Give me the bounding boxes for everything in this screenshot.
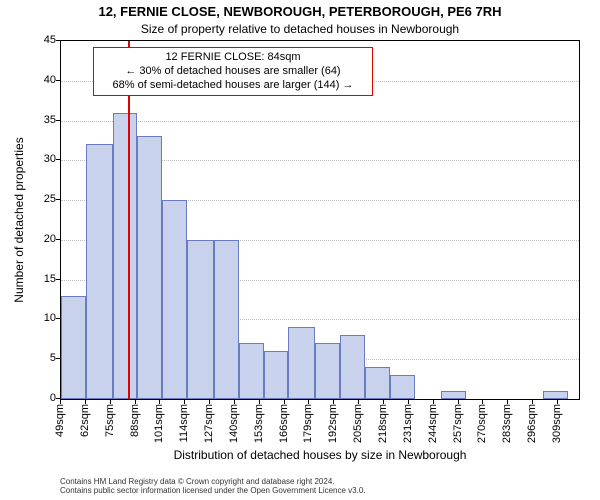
histogram-bar — [214, 240, 239, 399]
histogram-bar — [239, 343, 264, 399]
histogram-bar — [137, 136, 162, 399]
y-tick — [56, 358, 60, 359]
y-axis-label: Number of detached properties — [12, 137, 26, 302]
credits-line-1: Contains HM Land Registry data © Crown c… — [60, 477, 580, 487]
y-tick — [56, 239, 60, 240]
x-tick-label: 231sqm — [402, 404, 414, 443]
x-tick-label: 153sqm — [253, 404, 265, 443]
x-tick-label: 127sqm — [203, 404, 215, 443]
y-tick — [56, 80, 60, 81]
x-tick-label: 244sqm — [427, 404, 439, 443]
chart-title-address: 12, FERNIE CLOSE, NEWBOROUGH, PETERBOROU… — [0, 4, 600, 19]
y-tick — [56, 120, 60, 121]
x-tick-label: 88sqm — [129, 404, 141, 437]
annotation-line-2: ← 30% of detached houses are smaller (64… — [100, 65, 366, 79]
x-tick-label: 270sqm — [476, 404, 488, 443]
histogram-bar — [113, 113, 138, 399]
credits: Contains HM Land Registry data © Crown c… — [60, 477, 580, 496]
y-tick — [56, 199, 60, 200]
plot-area: 12 FERNIE CLOSE: 84sqm← 30% of detached … — [60, 40, 580, 400]
x-tick-label: 257sqm — [452, 404, 464, 443]
x-tick-label: 140sqm — [228, 404, 240, 443]
y-tick-label: 40 — [16, 74, 56, 86]
histogram-bar — [61, 296, 86, 399]
x-tick-label: 218sqm — [377, 404, 389, 443]
x-tick-label: 101sqm — [153, 404, 165, 443]
annotation-line-3: 68% of semi-detached houses are larger (… — [100, 79, 366, 93]
y-tick — [56, 279, 60, 280]
histogram-bar — [162, 200, 187, 399]
x-tick-label: 296sqm — [526, 404, 538, 443]
y-tick-label: 35 — [16, 114, 56, 126]
y-tick — [56, 40, 60, 41]
x-tick-label: 283sqm — [501, 404, 513, 443]
histogram-bar — [187, 240, 214, 399]
y-tick-label: 45 — [16, 34, 56, 46]
x-tick-label: 166sqm — [278, 404, 290, 443]
histogram-bar — [390, 375, 415, 399]
x-axis-label: Distribution of detached houses by size … — [60, 448, 580, 462]
x-tick-label: 62sqm — [79, 404, 91, 437]
grid-line — [61, 121, 579, 122]
x-tick-label: 205sqm — [352, 404, 364, 443]
x-tick-label: 114sqm — [178, 404, 190, 442]
y-tick — [56, 159, 60, 160]
chart-root: 12, FERNIE CLOSE, NEWBOROUGH, PETERBOROU… — [0, 0, 600, 500]
histogram-bar — [365, 367, 390, 399]
histogram-bar — [86, 144, 113, 399]
y-tick-label: 10 — [16, 312, 56, 324]
x-tick-label: 75sqm — [104, 404, 116, 437]
histogram-bar — [264, 351, 289, 399]
histogram-bar — [340, 335, 365, 399]
x-tick-label: 179sqm — [302, 404, 314, 443]
histogram-bar — [288, 327, 315, 399]
x-tick-label: 192sqm — [327, 404, 339, 443]
histogram-bar — [441, 391, 466, 399]
y-tick-label: 5 — [16, 352, 56, 364]
chart-subtitle: Size of property relative to detached ho… — [0, 22, 600, 36]
y-tick — [56, 318, 60, 319]
histogram-bar — [315, 343, 340, 399]
y-tick-label: 0 — [16, 392, 56, 404]
x-tick-label: 309sqm — [551, 404, 563, 443]
x-tick-label: 49sqm — [54, 404, 66, 437]
annotation-box: 12 FERNIE CLOSE: 84sqm← 30% of detached … — [93, 47, 373, 96]
annotation-line-1: 12 FERNIE CLOSE: 84sqm — [100, 51, 366, 65]
histogram-bar — [543, 391, 568, 399]
y-tick — [56, 398, 60, 399]
credits-line-2: Contains public sector information licen… — [60, 486, 580, 496]
